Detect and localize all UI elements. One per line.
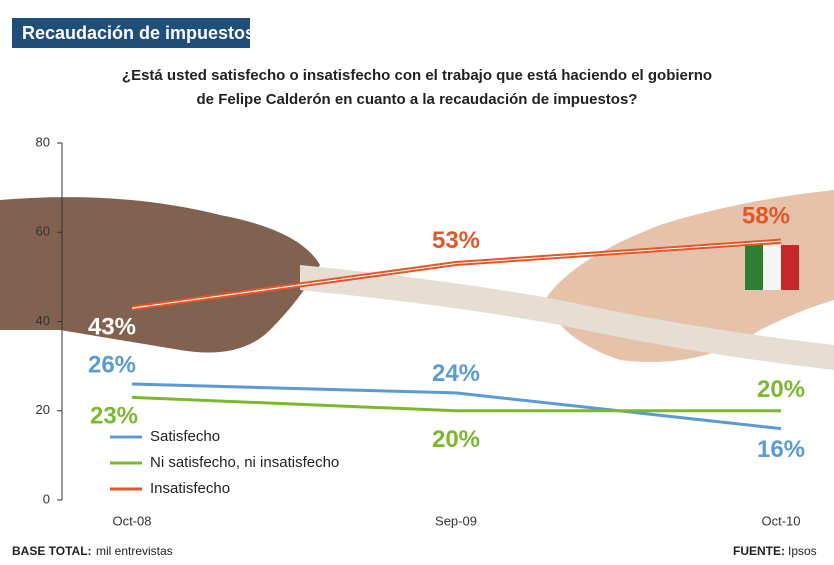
data-label: 23%	[90, 403, 138, 430]
data-label: 58%	[742, 203, 790, 230]
y-tick-label: 0	[43, 491, 50, 506]
series-line	[131, 382, 782, 431]
series-line	[131, 395, 781, 413]
footer-text: Ipsos	[788, 544, 817, 558]
data-label: 20%	[757, 376, 805, 403]
subtitle: de Felipe Calderón en cuanto a la recaud…	[197, 91, 638, 108]
subtitle: ¿Está usted satisfecho o insatisfecho co…	[122, 67, 712, 84]
data-label: 16%	[757, 436, 805, 463]
x-tick-label: Sep-09	[435, 513, 477, 528]
legend-label: Satisfecho	[150, 428, 220, 445]
series-line-highlight	[131, 240, 782, 309]
y-tick-label: 40	[36, 313, 50, 328]
data-label: 20%	[432, 426, 480, 453]
data-label: 43%	[88, 313, 136, 340]
y-tick-label: 20	[36, 402, 50, 417]
chart-title: Recaudación de impuestos	[22, 23, 255, 43]
data-label: 24%	[432, 360, 480, 387]
x-tick-label: Oct-08	[112, 513, 151, 528]
rope	[300, 265, 834, 370]
footer-label: FUENTE:	[733, 544, 785, 558]
legend-label: Ni satisfecho, ni insatisfecho	[150, 454, 339, 471]
left-hand	[0, 197, 320, 353]
title-box	[12, 18, 250, 48]
legend-label: Insatisfecho	[150, 480, 230, 497]
footer-text: mil entrevistas	[96, 544, 173, 558]
data-label: 26%	[88, 351, 136, 378]
data-label: 53%	[432, 227, 480, 254]
y-tick-label: 80	[36, 134, 50, 149]
y-tick-label: 60	[36, 224, 50, 239]
flag	[745, 245, 799, 290]
x-tick-label: Oct-10	[761, 513, 800, 528]
footer-label: BASE TOTAL:	[12, 544, 92, 558]
